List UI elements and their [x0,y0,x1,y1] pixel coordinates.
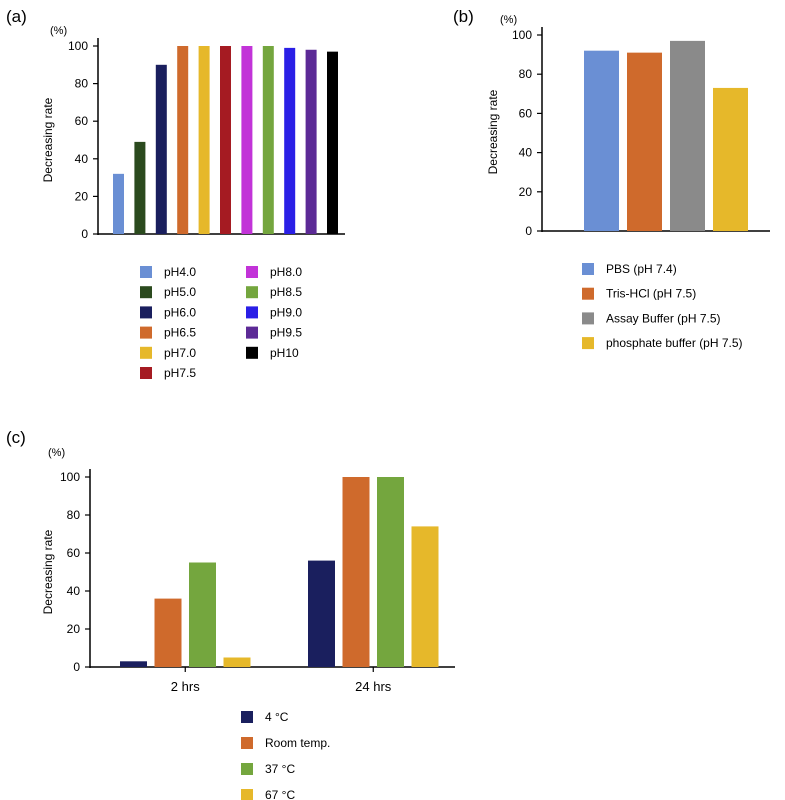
bar [262,46,274,234]
y-tick-label: 60 [67,546,81,560]
y-tick-label: 100 [60,470,80,484]
unit-label: (%) [500,14,517,26]
chart-panel-2: (c) (%) Decreasing rate 0 20 40 60 80 100 2 hrs 24… [6,428,455,800]
bar [177,46,189,234]
y-tick-label: 100 [68,39,88,53]
bar [220,46,231,234]
y-tick-label: 0 [81,227,88,241]
legend-swatch [246,346,258,359]
bar [241,46,253,234]
legend-swatch [241,763,253,775]
panel-label: (a) [6,7,27,26]
bar [134,141,146,234]
legend-label: pH7.0 [164,346,196,360]
legend-label: pH9.5 [270,326,302,340]
y-tick-label: 60 [519,106,533,120]
y-axis-label: Decreasing rate [41,97,55,182]
legend-label: Tris-HCl (pH 7.5) [606,287,696,301]
legend-label: pH5.0 [164,285,196,299]
legend-swatch [140,367,152,379]
bar [584,50,619,232]
legend-swatch [582,263,594,275]
bar [713,87,748,231]
y-tick-label: 20 [519,185,533,199]
legend-label: PBS (pH 7.4) [606,262,677,276]
legend-label: pH6.5 [164,326,196,340]
y-tick-label: 80 [67,508,81,522]
legend-label: Assay Buffer (pH 7.5) [606,311,721,325]
legend-label: 4 °C [265,710,289,724]
bar [308,560,335,667]
bar [113,173,124,234]
bar [411,526,439,667]
panel-label: (b) [453,7,474,26]
legend-swatch [241,789,253,800]
bar [305,49,317,235]
y-tick-label: 40 [519,146,533,160]
bar [284,47,296,234]
bar [189,562,216,667]
bar [120,661,147,667]
legend-swatch [246,266,258,278]
legend-swatch [582,337,594,350]
y-tick-label: 40 [67,584,81,598]
panel-label: (c) [6,428,26,447]
legend-label: pH7.5 [164,366,196,380]
legend-swatch [246,286,258,299]
legend-swatch [241,711,253,723]
legend-label: pH10 [270,346,299,360]
legend-label: pH8.5 [270,285,302,299]
y-tick-label: 40 [75,152,89,166]
legend-swatch [140,306,152,319]
legend-swatch [140,286,152,299]
bar [342,477,370,667]
x-tick-label: 2 hrs [171,679,200,694]
y-tick-label: 20 [67,622,81,636]
bar [198,46,210,234]
y-tick-label: 60 [75,114,89,128]
legend-label: pH4.0 [164,265,196,279]
chart-panel-0: (a) (%) Decreasing rate 0 20 40 60 80 100 pH4.0 pH… [6,7,345,380]
y-tick-label: 80 [519,67,533,81]
legend-label: pH8.0 [270,265,302,279]
unit-label: (%) [48,447,65,459]
legend-label: Room temp. [265,736,330,750]
bar [327,51,338,234]
legend-swatch [241,737,253,749]
legend-label: 67 °C [265,788,295,800]
legend-swatch [140,326,152,339]
y-tick-label: 0 [525,224,532,238]
unit-label: (%) [50,25,67,37]
legend-swatch [582,312,594,325]
legend-swatch [246,326,258,339]
y-tick-label: 100 [512,28,532,42]
legend-swatch [140,346,152,359]
legend-swatch [246,306,258,319]
y-tick-label: 80 [75,77,89,91]
bar [154,598,182,667]
legend-label: 37 °C [265,762,295,776]
legend-label: phosphate buffer (pH 7.5) [606,336,743,350]
legend-swatch [582,287,594,300]
bar [377,477,404,667]
chart-panel-1: (b) (%) Decreasing rate 0 20 40 60 80 100 PBS (pH… [453,7,770,350]
bar [155,64,167,234]
y-axis-label: Decreasing rate [41,529,55,614]
x-tick-label: 24 hrs [355,679,392,694]
legend-swatch [140,266,152,278]
y-tick-label: 0 [73,660,80,674]
y-axis-label: Decreasing rate [486,89,500,174]
legend-label: pH6.0 [164,305,196,319]
y-tick-label: 20 [75,189,89,203]
bar [627,52,662,231]
bar [670,40,705,231]
bar [223,657,251,667]
legend-label: pH9.0 [270,305,302,319]
